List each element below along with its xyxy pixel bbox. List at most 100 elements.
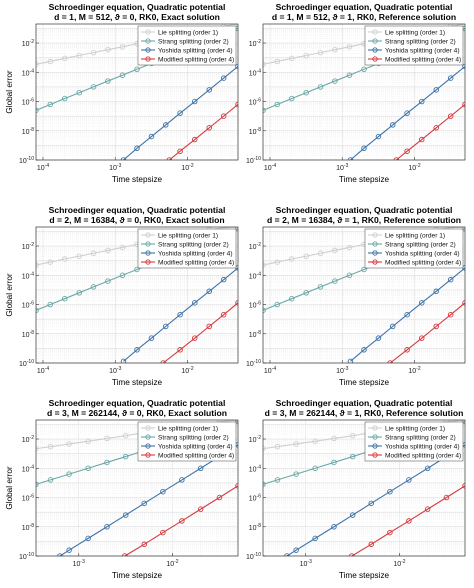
data-point-modified xyxy=(160,529,166,536)
data-point-lie xyxy=(332,46,338,53)
data-point-yoshida xyxy=(375,133,382,140)
chart-title-line-2: d = 3, M = 262144, ϑ = 0, RK0, Exact sol… xyxy=(47,408,227,418)
y-axis-label: Global error xyxy=(5,466,14,510)
data-point-modified xyxy=(368,541,375,548)
legend-marker-modified xyxy=(145,452,151,458)
y-tick-label: 10-8 xyxy=(249,127,261,136)
x-tick-label: 10-4 xyxy=(37,163,49,172)
legend-marker-yoshida xyxy=(145,443,151,449)
data-point-strang xyxy=(85,465,91,472)
legend: Lie splitting (order 1) Strang splitting … xyxy=(137,421,237,462)
data-point-lie xyxy=(105,247,111,254)
legend-marker-lie xyxy=(372,232,378,238)
data-point-strang xyxy=(122,453,129,460)
data-point-lie xyxy=(85,438,91,445)
legend-marker-lie xyxy=(372,29,378,35)
data-point-yoshida xyxy=(424,465,431,472)
y-tick-label: 10-4 xyxy=(22,271,34,280)
data-point-yoshida xyxy=(390,323,396,330)
data-point-strang xyxy=(119,72,126,78)
data-point-lie xyxy=(303,253,309,259)
data-point-yoshida xyxy=(179,477,185,483)
data-point-yoshida xyxy=(104,524,110,530)
axes-frame xyxy=(262,419,466,557)
data-point-lie xyxy=(90,49,97,56)
chart-panel-6: Schroedinger equation, Quadratic potenti… xyxy=(246,398,466,580)
data-point-modified xyxy=(443,494,450,501)
chart-title-line-2: d = 3, M = 262144, ϑ = 1, RK0, Reference… xyxy=(265,408,464,418)
data-point-strang xyxy=(317,84,324,90)
data-point-modified xyxy=(179,518,185,524)
data-point-lie xyxy=(62,256,68,262)
data-point-strang xyxy=(62,95,68,102)
axes-frame xyxy=(262,226,466,364)
data-point-strang xyxy=(349,453,356,460)
legend-label-lie: Lie splitting (order 1) xyxy=(385,29,445,36)
data-point-strang xyxy=(90,84,97,90)
chart-panel-3: Schroedinger equation, Quadratic potenti… xyxy=(5,205,239,387)
data-point-strang xyxy=(105,78,111,84)
data-point-yoshida xyxy=(404,110,410,116)
data-point-strang xyxy=(66,471,72,477)
legend-marker-strang xyxy=(145,434,151,440)
data-point-yoshida xyxy=(447,276,454,283)
y-tick-label: 10-4 xyxy=(22,464,34,473)
legend-marker-modified xyxy=(372,452,378,458)
chart-panel-4: Schroedinger equation, Quadratic potenti… xyxy=(246,205,466,387)
y-tick-label: 10-4 xyxy=(249,68,261,77)
data-point-modified xyxy=(404,347,410,353)
series-group xyxy=(36,227,238,363)
x-axis-label: Time stepsize xyxy=(112,378,163,387)
legend-marker-lie xyxy=(145,29,151,35)
series-line-modified xyxy=(124,485,238,556)
data-point-modified xyxy=(447,311,454,318)
x-tick-label: 10-3 xyxy=(336,163,348,172)
data-point-yoshida xyxy=(163,323,169,330)
data-point-modified xyxy=(387,529,393,536)
series-line-yoshida xyxy=(59,444,238,556)
series-line-yoshida xyxy=(286,444,465,556)
data-point-yoshida xyxy=(406,477,412,483)
data-point-yoshida xyxy=(192,300,198,306)
legend-label-modified: Modified splitting (order 4) xyxy=(385,259,461,266)
data-point-lie xyxy=(76,52,82,59)
data-point-yoshida xyxy=(284,553,290,556)
chart-title-line-1: Schroedinger equation, Quadratic potenti… xyxy=(276,398,453,408)
data-point-strang xyxy=(332,78,338,84)
data-point-yoshida xyxy=(197,465,204,472)
data-point-strang xyxy=(76,290,82,296)
data-point-modified xyxy=(192,136,198,143)
y-tick-label: 10-6 xyxy=(22,494,34,503)
data-point-lie xyxy=(289,256,295,262)
data-point-modified xyxy=(433,125,439,131)
data-point-strang xyxy=(361,66,367,73)
legend-marker-modified xyxy=(145,56,151,62)
chart-title-line-2: d = 1, M = 512, ϑ = 1, RK0, Reference so… xyxy=(272,12,456,22)
y-tick-label: 10-8 xyxy=(22,127,34,136)
x-axis-label: Time stepsize xyxy=(339,378,390,387)
data-point-yoshida xyxy=(220,276,227,283)
x-axis-label: Time stepsize xyxy=(112,571,163,580)
series-line-modified xyxy=(389,302,465,363)
data-point-modified xyxy=(220,311,227,318)
data-point-strang xyxy=(274,101,281,108)
data-point-yoshida xyxy=(361,145,367,152)
data-point-lie xyxy=(47,259,54,265)
data-point-strang xyxy=(317,284,324,290)
data-point-modified xyxy=(387,360,393,363)
data-point-lie xyxy=(317,250,324,257)
data-point-modified xyxy=(206,323,212,330)
data-point-yoshida xyxy=(148,133,155,140)
data-point-modified xyxy=(122,553,128,556)
legend-marker-strang xyxy=(372,434,378,440)
data-point-lie xyxy=(349,432,356,439)
legend-marker-strang xyxy=(145,241,151,247)
y-tick-label: 10-8 xyxy=(249,523,261,532)
x-tick-label: 10-3 xyxy=(109,163,121,172)
y-tick-label: 10-2 xyxy=(249,39,261,48)
data-point-strang xyxy=(119,272,126,279)
chart-title-line-1: Schroedinger equation, Quadratic potenti… xyxy=(276,2,453,12)
data-point-yoshida xyxy=(141,500,148,507)
data-point-modified xyxy=(177,347,183,353)
data-point-strang xyxy=(346,72,353,78)
